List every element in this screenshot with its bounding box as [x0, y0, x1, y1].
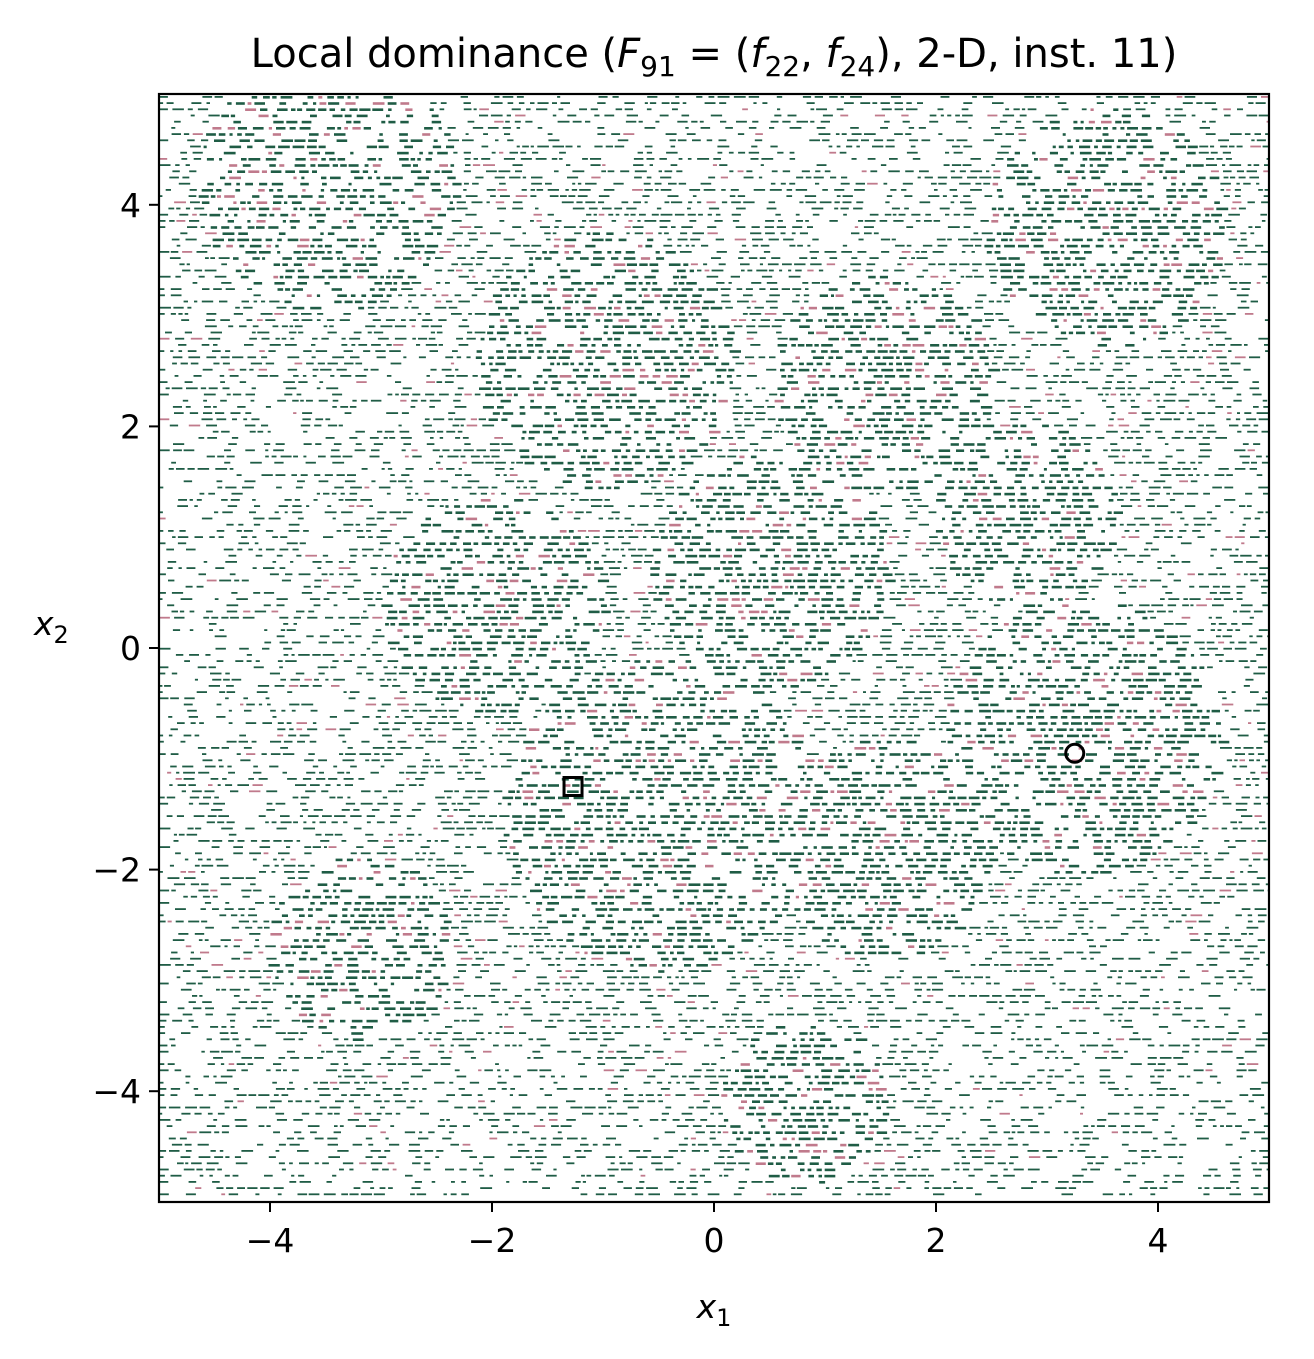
x-tick-label: −2: [468, 1221, 517, 1260]
x-tick-label: 4: [1148, 1221, 1169, 1260]
y-tick-label: 4: [120, 186, 141, 225]
circle-marker: [1064, 742, 1086, 764]
y-axis-ticks: −4 −2 0 2 4: [92, 186, 159, 1111]
y-tick-label: −2: [92, 851, 141, 890]
markers: [562, 742, 1086, 797]
x-tick-label: 2: [926, 1221, 947, 1260]
x-axis-ticks: −4 −2 0 2 4: [246, 1202, 1169, 1260]
x-tick-label: 0: [704, 1221, 725, 1260]
y-tick-label: 2: [120, 407, 141, 446]
chart-title: Local dominance (F91 = (f22, f24), 2-D, …: [251, 31, 1178, 83]
y-tick-label: −4: [92, 1072, 141, 1111]
square-marker: [562, 776, 584, 797]
x-tick-label: −4: [246, 1221, 295, 1260]
y-axis-label: x2: [33, 604, 69, 649]
heatmap-field: [159, 94, 1269, 1202]
y-tick-label: 0: [120, 629, 141, 668]
x-axis-label: x1: [696, 1287, 732, 1332]
heatmap-background: [159, 94, 1269, 1202]
